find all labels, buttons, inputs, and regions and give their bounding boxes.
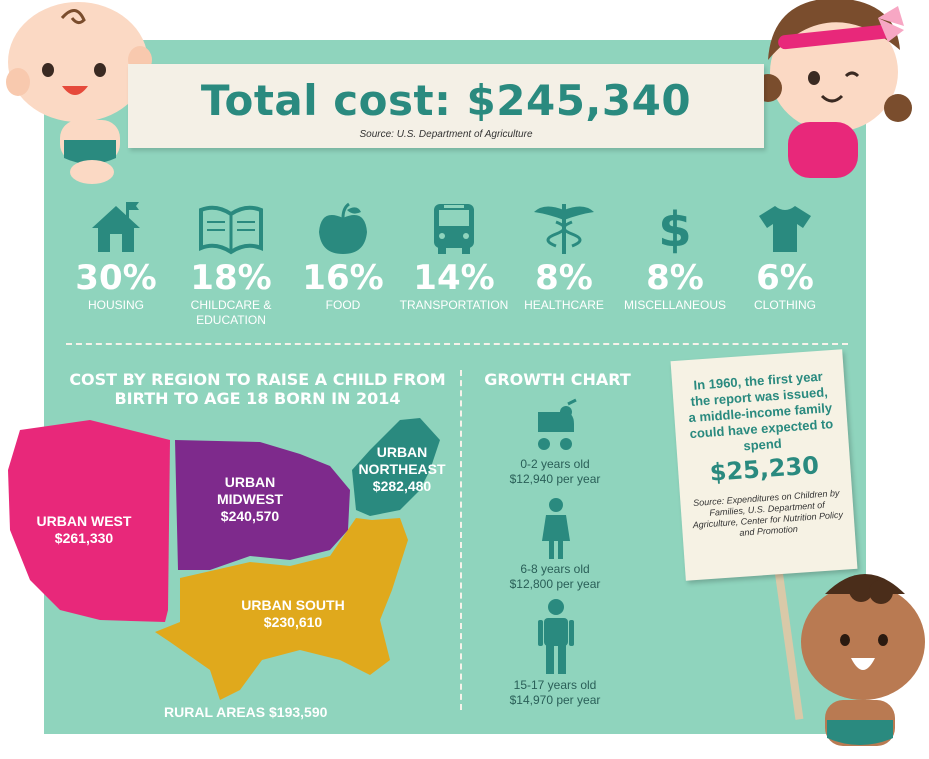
growth-age: 6-8 years old	[520, 562, 590, 576]
region-west-shape	[8, 420, 170, 622]
category-percent: 30%	[75, 258, 157, 298]
caduceus-icon	[534, 204, 594, 254]
category-label: FOOD	[325, 298, 361, 312]
apple-icon	[319, 202, 367, 254]
rural-areas-label: RURAL AREAS $193,590	[164, 704, 328, 720]
category-childcare: 18% CHILDCARE & EDUCATION	[171, 200, 291, 328]
us-region-map	[8, 418, 440, 700]
category-label: CLOTHING	[753, 298, 816, 312]
region-south-name: URBAN SOUTH	[241, 597, 345, 613]
region-northeast-label: URBAN NORTHEAST $282,480	[352, 444, 452, 495]
growth-item: 6-8 years old $12,800 per year	[480, 562, 630, 592]
growth-cost: $12,940 per year	[509, 472, 601, 486]
category-label: TRANSPORTATION	[399, 298, 509, 312]
child-girl-icon	[542, 498, 570, 559]
category-label: MISCELLANEOUS	[623, 298, 727, 312]
region-midwest-label: URBAN MIDWEST $240,570	[200, 474, 300, 525]
title-source: Source: U.S. Department of Agriculture	[359, 129, 533, 140]
category-food: 16% FOOD	[283, 200, 403, 313]
region-northeast-name: URBAN NORTHEAST	[358, 444, 446, 477]
growth-cost: $12,800 per year	[509, 577, 601, 591]
region-midwest-shape	[175, 440, 350, 570]
region-northeast-shape	[352, 418, 440, 516]
growth-heading: GROWTH CHART	[484, 370, 631, 389]
category-percent: 6%	[756, 258, 814, 298]
bus-icon	[434, 204, 474, 254]
region-south-label: URBAN SOUTH $230,610	[228, 597, 358, 631]
sign-source: Source: Expenditures on Children by Fami…	[692, 487, 844, 538]
region-heading: COST BY REGION TO RAISE A CHILD FROM BIR…	[69, 370, 446, 408]
region-west-value: $261,330	[54, 530, 114, 546]
region-northeast-value: $282,480	[372, 478, 432, 494]
page-title: Total cost: $245,340	[200, 76, 692, 125]
region-midwest-value: $240,570	[220, 508, 280, 524]
category-label: HEALTHCARE	[524, 298, 604, 312]
title-banner: Total cost: $245,340 Source: U.S. Depart…	[128, 64, 764, 148]
category-label: CHILDCARE & EDUCATION	[190, 298, 272, 327]
house-icon	[92, 202, 140, 252]
growth-age: 15-17 years old	[513, 678, 597, 692]
region-west-name: URBAN WEST	[36, 513, 132, 529]
region-south-shape	[155, 518, 408, 700]
category-percent: 8%	[646, 258, 704, 298]
category-housing: 30% HOUSING	[56, 200, 176, 313]
history-sign: In 1960, the first year the report was i…	[670, 349, 858, 581]
region-midwest-name: URBAN MIDWEST	[216, 474, 284, 507]
baby-holding-sign-illustration	[774, 570, 925, 746]
region-west-label: URBAN WEST $261,330	[28, 513, 140, 547]
category-clothing: 6% CLOTHING	[725, 200, 845, 313]
svg-text:$: $	[658, 202, 691, 256]
baby-girl-illustration	[754, 0, 912, 178]
column-divider	[460, 370, 462, 710]
growth-age: 0-2 years old	[520, 457, 590, 471]
growth-item: 0-2 years old $12,940 per year	[480, 457, 630, 487]
category-miscellaneous: $ 8% MISCELLANEOUS	[615, 200, 735, 313]
teen-icon	[538, 599, 574, 674]
growth-cost: $14,970 per year	[509, 693, 601, 707]
category-percent: 16%	[302, 258, 384, 298]
category-percent: 14%	[413, 258, 495, 298]
category-transportation: 14% TRANSPORTATION	[394, 200, 514, 313]
category-healthcare: 8% HEALTHCARE	[504, 200, 624, 313]
shirt-icon	[759, 206, 811, 252]
sign-text: In 1960, the first year the report was i…	[688, 368, 834, 454]
category-percent: 8%	[535, 258, 593, 298]
category-percent: 18%	[190, 258, 272, 298]
region-south-value: $230,610	[263, 614, 323, 630]
stroller-icon	[538, 398, 577, 450]
dollar-icon: $	[658, 202, 691, 256]
growth-item: 15-17 years old $14,970 per year	[480, 678, 630, 708]
section-divider	[66, 343, 848, 345]
baby-boy-illustration	[6, 2, 152, 184]
category-label: HOUSING	[87, 298, 144, 312]
book-icon	[199, 205, 263, 255]
